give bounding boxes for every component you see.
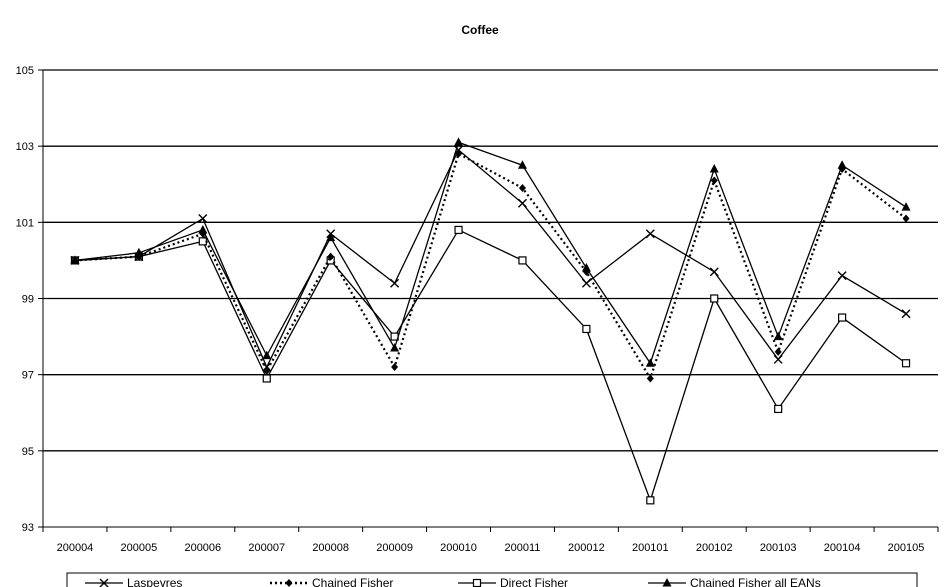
data-point: [838, 313, 847, 322]
legend-marker: [472, 578, 482, 587]
data-point: [773, 331, 783, 341]
data-point: [391, 363, 399, 372]
y-tick-label: 99: [22, 294, 34, 306]
data-point: [198, 224, 208, 234]
legend-item: Chained Fisher all EANs: [648, 576, 821, 587]
data-point: [198, 214, 208, 224]
data-point: [645, 229, 655, 239]
x-tick-label: 200103: [760, 542, 797, 554]
legend-label: Chained Fisher all EANs: [690, 576, 821, 587]
series-line: [74, 229, 907, 503]
data-point: [390, 343, 400, 352]
data-point: [773, 354, 783, 364]
grid: [43, 69, 938, 452]
data-point: [263, 366, 271, 375]
legend-item: Chained Fisher: [270, 576, 393, 587]
legend-box: [66, 572, 918, 587]
data-point: [645, 358, 655, 367]
data-point: [646, 374, 654, 383]
data-point: [327, 252, 335, 261]
y-tick-label: 103: [16, 141, 34, 153]
x-tick-label: 200007: [248, 542, 285, 554]
data-point: [709, 164, 719, 173]
data-point: [134, 247, 144, 257]
chart-title: Coffee: [461, 23, 499, 37]
series-line: [74, 148, 907, 369]
legend: Laspeyres Chained Fisher Direct Fisher Chai…: [66, 572, 918, 587]
legend-marker: [662, 578, 672, 587]
x-tick-label: 200009: [376, 542, 413, 554]
data-point: [774, 347, 782, 356]
data-point: [454, 225, 463, 235]
data-point: [198, 237, 207, 246]
legend-item: Laspeyres: [85, 576, 182, 587]
y-tick-label: 93: [22, 522, 34, 534]
data-point: [710, 294, 719, 303]
data-point: [454, 137, 464, 146]
x-tick-label: 200010: [440, 542, 477, 554]
data-point: [518, 184, 526, 193]
x-tick-label: 200008: [312, 542, 349, 554]
series-line: [74, 141, 907, 365]
data-point: [774, 404, 783, 414]
data-point: [582, 324, 591, 334]
data-point: [581, 263, 591, 272]
legend-marker: [285, 579, 293, 587]
legend-label: Chained Fisher: [312, 576, 393, 587]
data-point: [70, 255, 80, 264]
data-point: [517, 198, 527, 208]
series-layer: [70, 137, 911, 505]
data-point: [455, 149, 463, 158]
data-point: [262, 350, 272, 360]
data-point: [709, 267, 719, 277]
legend-label: Direct Fisher: [500, 576, 568, 587]
data-point: [837, 271, 847, 281]
data-point: [646, 496, 655, 505]
data-point: [901, 202, 911, 211]
data-point: [837, 160, 847, 169]
x-tick-label: 200105: [888, 542, 925, 554]
legend-marker: [99, 578, 109, 587]
x-tick-label: 200012: [568, 542, 605, 554]
data-point: [390, 278, 400, 288]
series-line: [74, 152, 907, 382]
series-3: [70, 137, 911, 367]
data-point: [901, 309, 911, 319]
data-point: [517, 160, 527, 169]
y-tick-label: 95: [22, 446, 34, 458]
legend-label: Laspeyres: [127, 576, 182, 587]
data-point: [901, 359, 911, 368]
x-tick-label: 200104: [824, 542, 861, 554]
series-1: [71, 149, 910, 383]
series-2: [70, 225, 911, 505]
data-point: [326, 232, 336, 242]
x-tick-label: 200006: [184, 542, 221, 554]
x-tick-label: 200011: [505, 542, 541, 554]
y-tick-label: 105: [16, 65, 34, 77]
x-tick-label: 200102: [696, 542, 733, 554]
x-tick-label: 200101: [632, 542, 669, 554]
y-tick-label: 97: [22, 370, 34, 382]
data-point: [710, 176, 718, 185]
data-point: [262, 374, 271, 383]
data-point: [902, 214, 910, 223]
axes: 93 95 97 99 101 103 105 200004 200005 200006 20000…: [16, 65, 939, 554]
y-tick-label: 101: [16, 217, 34, 229]
series-0: [70, 145, 911, 372]
x-tick-label: 200005: [121, 542, 158, 554]
x-tick-label: 200004: [57, 542, 94, 554]
data-point: [518, 256, 527, 265]
data-point: [581, 278, 591, 288]
